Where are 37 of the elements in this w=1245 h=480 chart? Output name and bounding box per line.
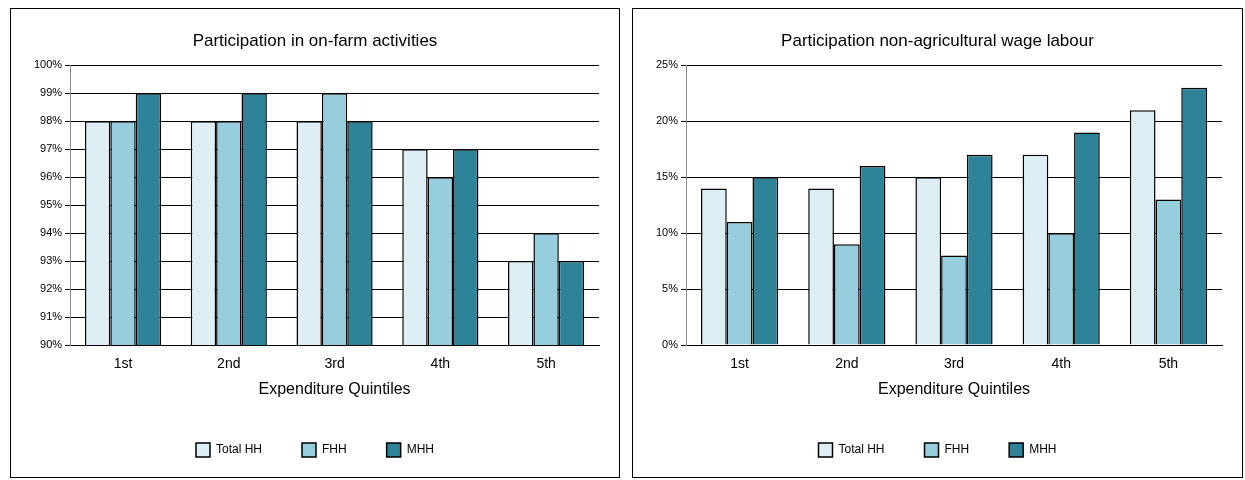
- x-tick-label: 1st: [113, 355, 133, 372]
- x-tick-label: 1st: [730, 355, 750, 372]
- y-tick-label: 94%: [40, 226, 63, 239]
- y-tick-label: 20%: [655, 114, 679, 127]
- y-tick-label: 98%: [40, 114, 63, 127]
- x-tick-label: 5th: [1158, 355, 1179, 372]
- chart-title: Participation in on-farm activities: [192, 30, 438, 50]
- x-tick-label: 4th: [1051, 355, 1071, 372]
- x-tick-label: 3rd: [943, 355, 965, 372]
- x-axis-title: Expenditure Quintiles: [877, 379, 1031, 397]
- y-tick-label: 0%: [662, 338, 679, 351]
- legend-label: Total HH: [216, 442, 263, 457]
- legend-label: FHH: [944, 442, 970, 457]
- x-tick-label: 2nd: [217, 355, 241, 372]
- x-tick-label: 2nd: [835, 355, 859, 372]
- y-tick-label: 15%: [655, 170, 679, 183]
- legend-label: MHH: [406, 442, 434, 457]
- x-tick-label: 5th: [536, 355, 556, 372]
- y-tick-label: 5%: [662, 282, 679, 295]
- y-tick-label: 100%: [33, 58, 63, 71]
- x-axis-title: Expenditure Quintiles: [258, 379, 411, 397]
- y-tick-label: 92%: [40, 282, 63, 295]
- chart-title: Participation non-agricultural wage labour: [781, 30, 1095, 50]
- y-tick-label: 10%: [655, 226, 679, 239]
- legend-label: MHH: [1029, 442, 1057, 457]
- y-tick-label: 90%: [40, 338, 63, 351]
- y-tick-label: 91%: [40, 310, 63, 323]
- y-tick-label: 93%: [40, 254, 63, 267]
- y-tick-label: 96%: [40, 170, 63, 183]
- legend-label: Total HH: [838, 442, 885, 457]
- x-tick-label: 4th: [430, 355, 451, 372]
- y-tick-label: 25%: [655, 58, 679, 71]
- y-tick-label: 97%: [40, 142, 63, 155]
- x-tick-label: 3rd: [324, 355, 345, 372]
- y-tick-label: 99%: [40, 86, 63, 99]
- legend-label: FHH: [322, 442, 347, 457]
- y-tick-label: 95%: [40, 198, 63, 211]
